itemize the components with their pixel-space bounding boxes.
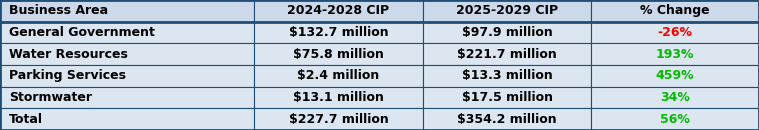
Bar: [591, 0, 759, 22]
Text: -26%: -26%: [657, 26, 693, 39]
Text: $17.5 million: $17.5 million: [461, 91, 553, 104]
Text: Stormwater: Stormwater: [9, 91, 92, 104]
Bar: [254, 87, 423, 108]
Bar: [423, 0, 591, 22]
Bar: [0, 43, 254, 65]
Text: $75.8 million: $75.8 million: [293, 48, 384, 61]
Bar: [591, 87, 759, 108]
Text: $13.3 million: $13.3 million: [461, 69, 553, 82]
Text: Total: Total: [9, 113, 43, 126]
Text: General Government: General Government: [9, 26, 155, 39]
Text: $227.7 million: $227.7 million: [288, 113, 389, 126]
Bar: [591, 65, 759, 87]
Bar: [0, 87, 254, 108]
Bar: [423, 43, 591, 65]
Text: Water Resources: Water Resources: [9, 48, 128, 61]
Text: 2024-2028 CIP: 2024-2028 CIP: [288, 4, 389, 17]
Text: 2025-2029 CIP: 2025-2029 CIP: [456, 4, 558, 17]
Bar: [0, 22, 254, 43]
Bar: [423, 87, 591, 108]
Bar: [591, 108, 759, 130]
Bar: [591, 43, 759, 65]
Bar: [591, 22, 759, 43]
Text: Parking Services: Parking Services: [9, 69, 126, 82]
Bar: [423, 65, 591, 87]
Bar: [254, 65, 423, 87]
Text: $97.9 million: $97.9 million: [461, 26, 553, 39]
Text: $221.7 million: $221.7 million: [457, 48, 557, 61]
Text: $13.1 million: $13.1 million: [293, 91, 384, 104]
Bar: [254, 108, 423, 130]
Text: $132.7 million: $132.7 million: [288, 26, 389, 39]
Bar: [0, 65, 254, 87]
Text: $2.4 million: $2.4 million: [298, 69, 380, 82]
Text: 34%: 34%: [660, 91, 690, 104]
Text: 193%: 193%: [656, 48, 694, 61]
Bar: [254, 43, 423, 65]
Bar: [254, 22, 423, 43]
Text: 56%: 56%: [660, 113, 690, 126]
Bar: [423, 108, 591, 130]
Bar: [423, 22, 591, 43]
Text: $354.2 million: $354.2 million: [457, 113, 557, 126]
Bar: [0, 0, 254, 22]
Text: % Change: % Change: [641, 4, 710, 17]
Bar: [0, 108, 254, 130]
Text: 459%: 459%: [656, 69, 694, 82]
Text: Business Area: Business Area: [9, 4, 109, 17]
Bar: [254, 0, 423, 22]
